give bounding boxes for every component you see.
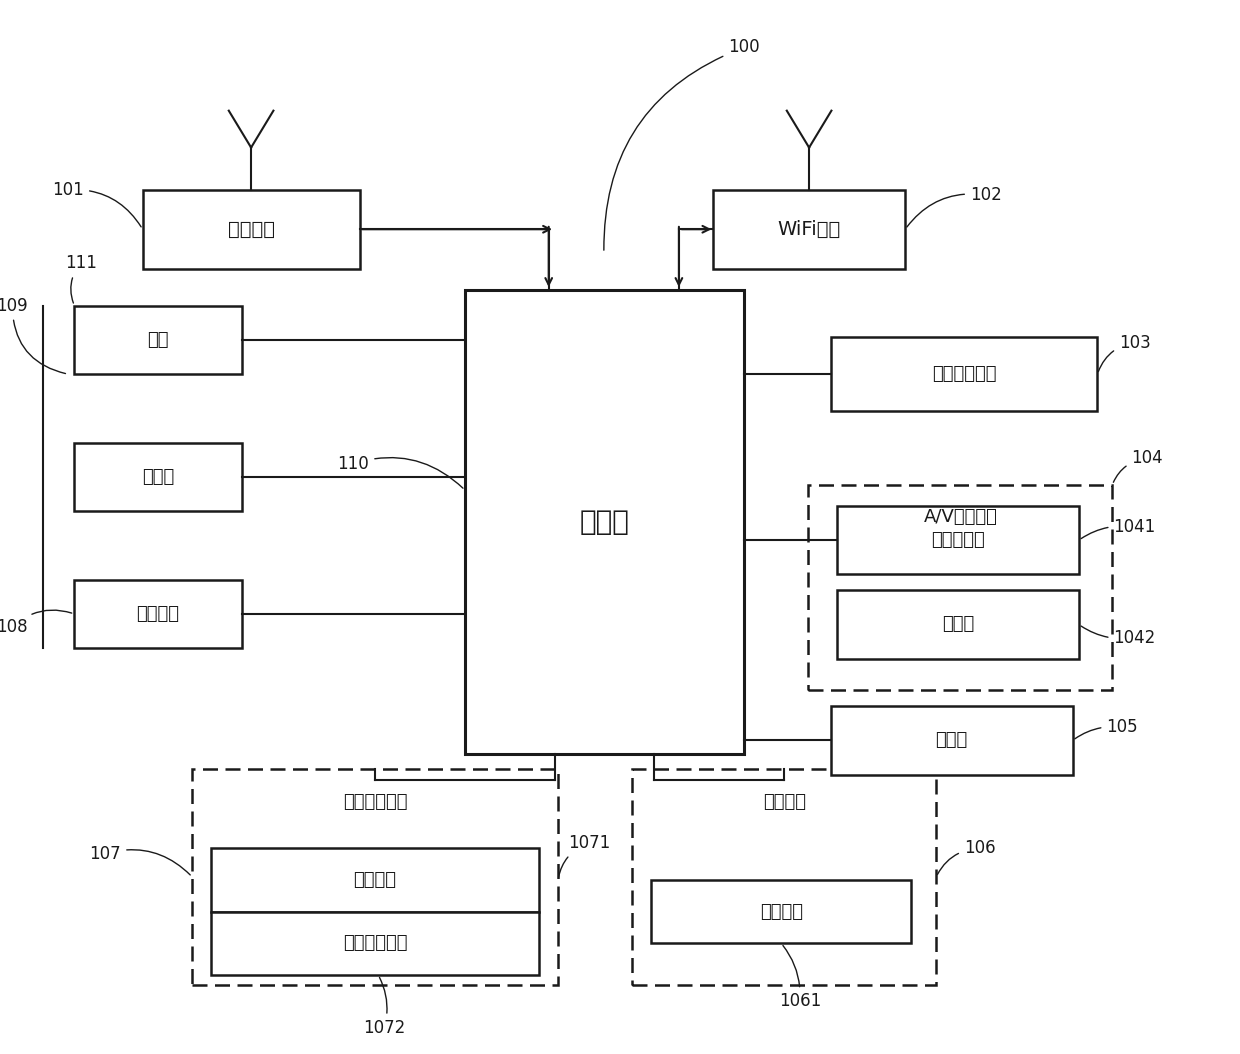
Text: 音频输出单元: 音频输出单元 [931, 365, 997, 384]
Bar [74, 306, 242, 374]
Bar [632, 769, 936, 985]
Text: 麦克风: 麦克风 [941, 616, 975, 633]
Text: 图形处理器: 图形处理器 [931, 531, 985, 549]
Text: 109: 109 [0, 296, 66, 373]
Text: 电源: 电源 [148, 331, 169, 349]
Bar [211, 912, 539, 975]
Text: A/V输入单元: A/V输入单元 [924, 508, 997, 526]
Bar [74, 443, 242, 511]
Text: 1071: 1071 [558, 834, 610, 877]
Text: 接口单元: 接口单元 [136, 605, 180, 623]
Bar [192, 769, 558, 985]
Text: 1072: 1072 [363, 977, 405, 1037]
Text: 1042: 1042 [1081, 626, 1156, 647]
Text: 显示面板: 显示面板 [760, 902, 802, 921]
Text: 用户输入单元: 用户输入单元 [342, 793, 408, 811]
Text: 传感器: 传感器 [935, 731, 968, 749]
Text: 110: 110 [337, 454, 463, 488]
Text: 1061: 1061 [779, 945, 821, 1011]
Text: WiFi模块: WiFi模块 [777, 219, 841, 239]
Text: 104: 104 [1114, 449, 1163, 483]
Bar [74, 580, 242, 648]
Bar [143, 190, 360, 269]
Text: 108: 108 [0, 610, 72, 637]
Text: 103: 103 [1099, 333, 1151, 372]
Text: 射频单元: 射频单元 [228, 219, 274, 239]
Bar [831, 706, 1073, 775]
Bar [808, 485, 1112, 690]
Text: 105: 105 [1075, 718, 1138, 739]
Text: 1041: 1041 [1081, 518, 1156, 539]
Text: 101: 101 [52, 180, 141, 227]
Bar [831, 337, 1097, 411]
Text: 107: 107 [89, 844, 190, 875]
Bar [837, 590, 1079, 659]
Text: 106: 106 [937, 839, 996, 875]
Text: 触控面板: 触控面板 [353, 871, 397, 890]
Text: 存储器: 存储器 [141, 468, 175, 486]
Bar [713, 190, 905, 269]
Bar [651, 880, 911, 943]
Text: 处理器: 处理器 [579, 508, 630, 535]
Bar [211, 848, 539, 912]
Bar [465, 290, 744, 754]
Text: 显示单元: 显示单元 [763, 793, 806, 811]
Text: 100: 100 [604, 38, 760, 250]
Text: 102: 102 [906, 186, 1002, 227]
Text: 111: 111 [64, 254, 97, 304]
Bar [837, 506, 1079, 574]
Text: 其他输入设冒: 其他输入设冒 [342, 934, 408, 953]
